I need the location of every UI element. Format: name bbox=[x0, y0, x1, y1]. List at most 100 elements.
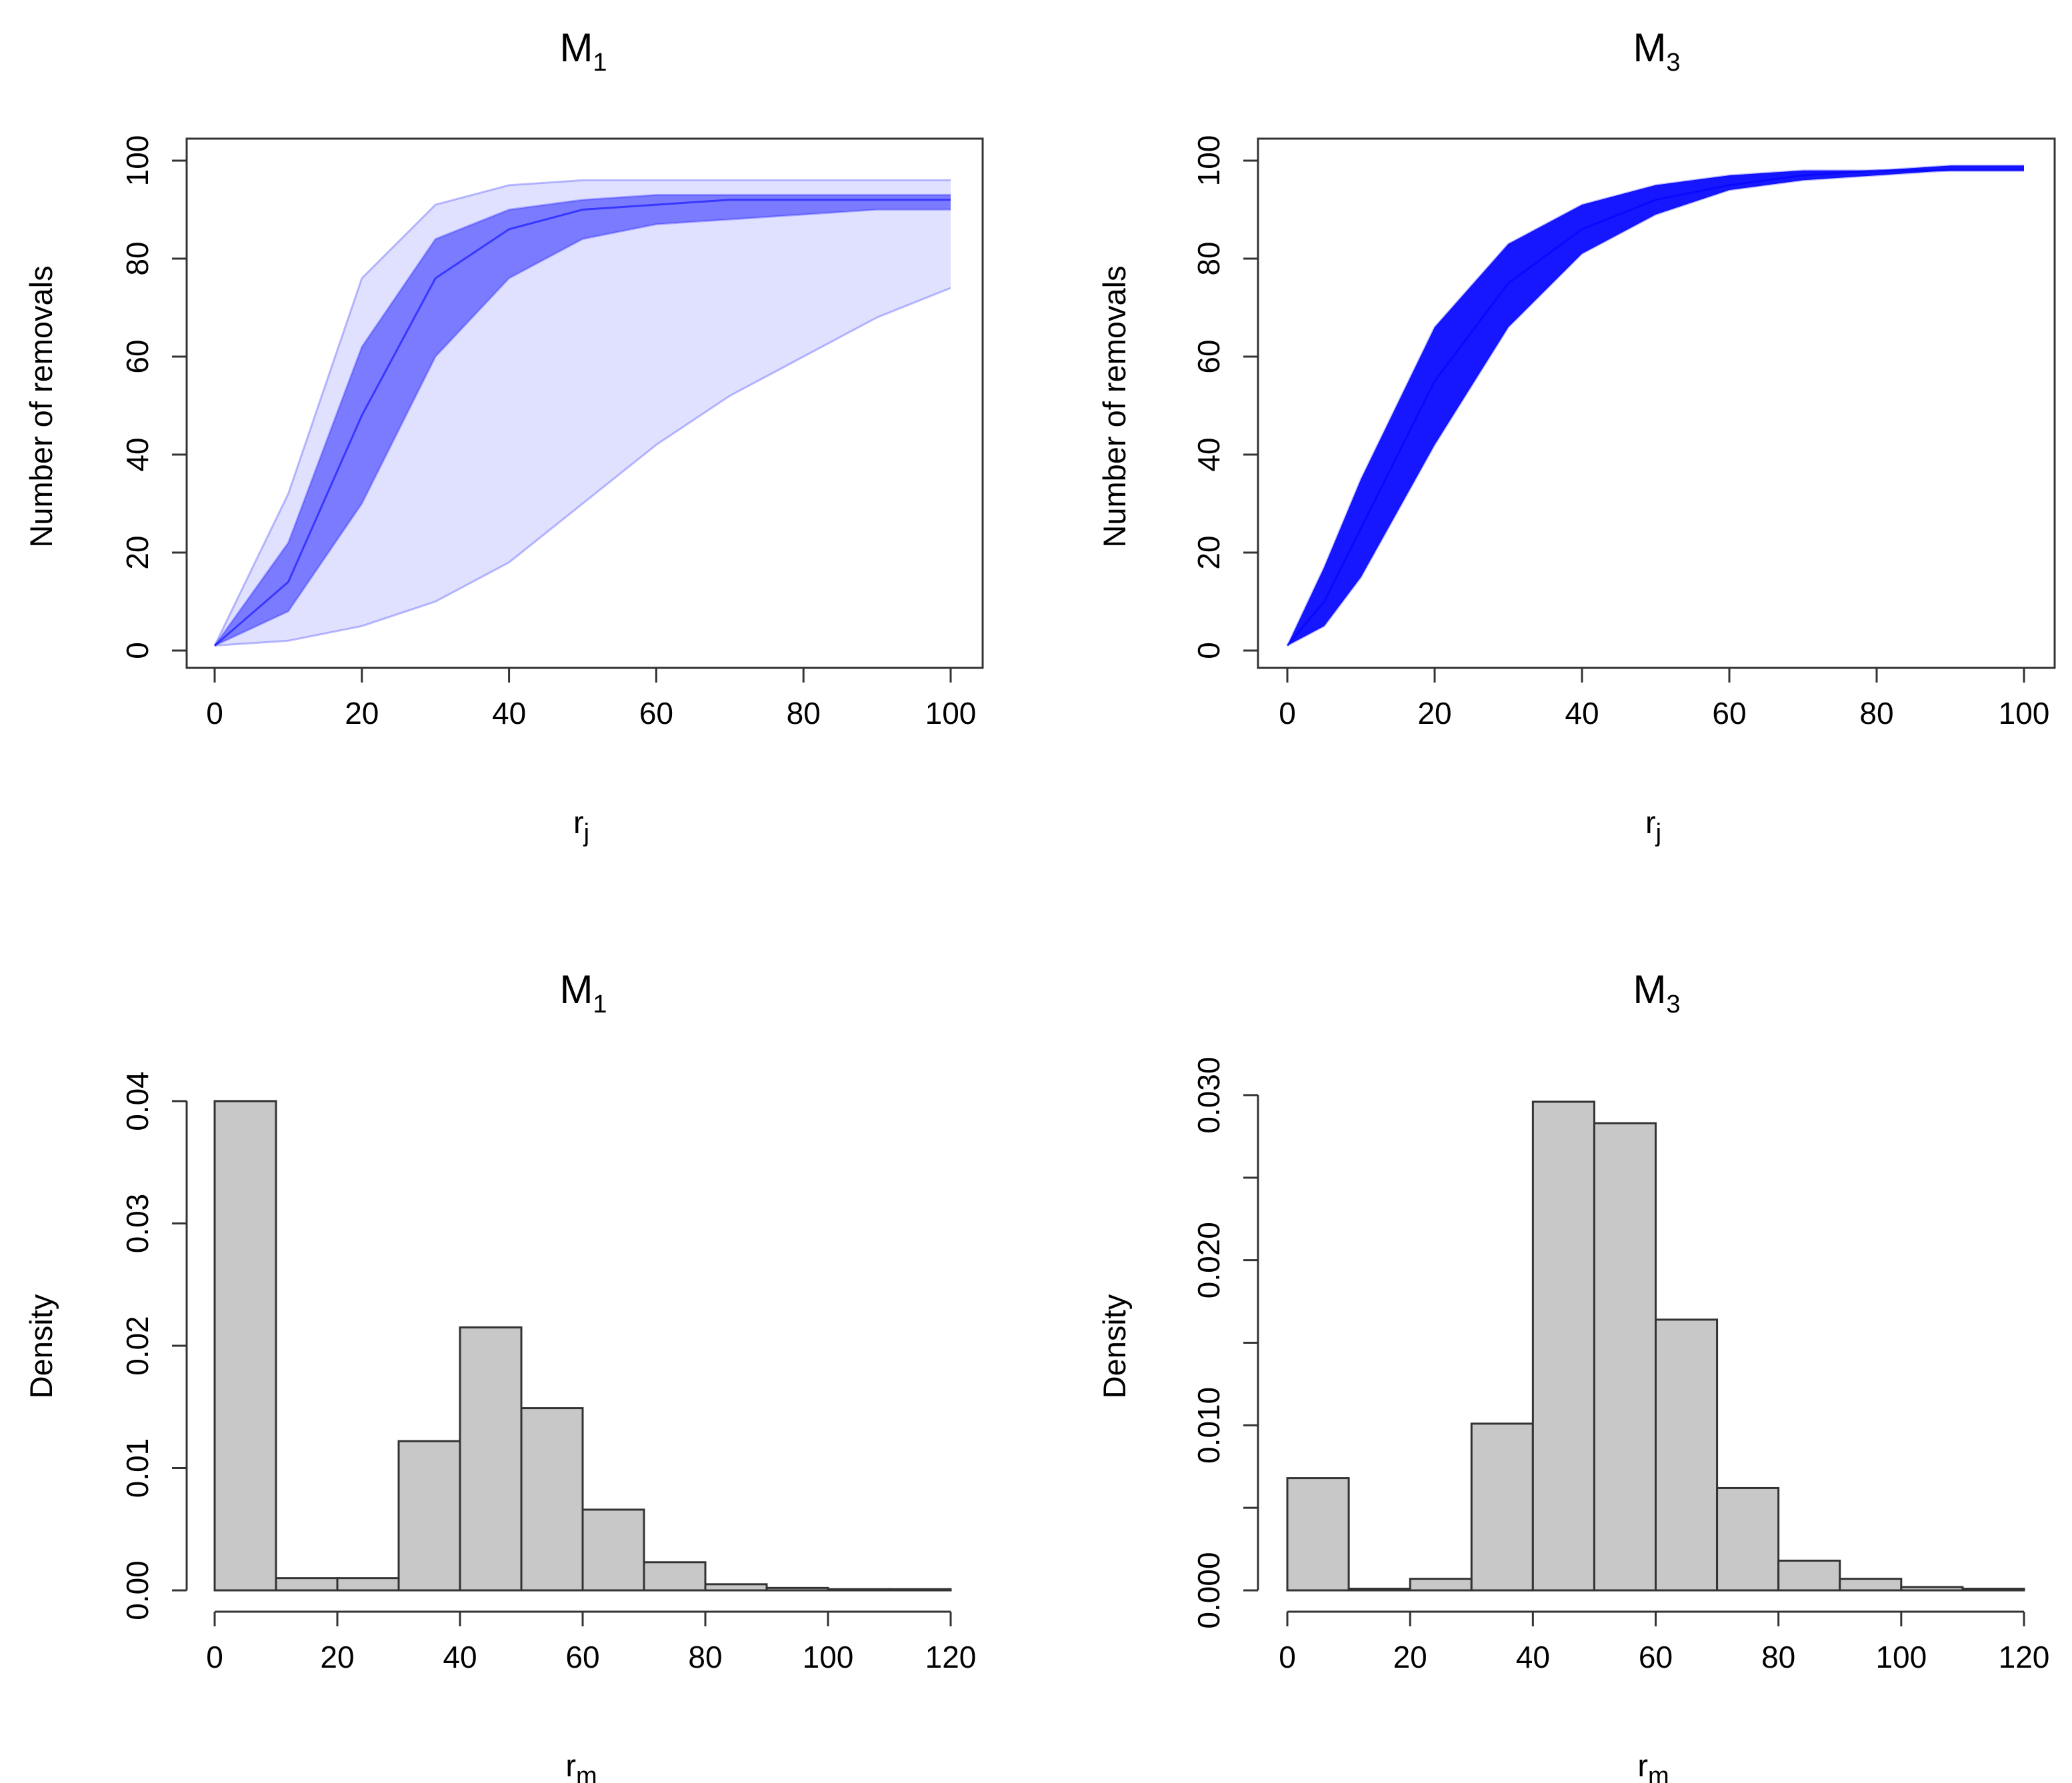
bars bbox=[1286, 1100, 2025, 1592]
plot-box bbox=[1257, 137, 2056, 669]
band-inner bbox=[215, 195, 951, 646]
x-tick-label: 80 bbox=[787, 696, 821, 731]
chart-title-main: M bbox=[559, 967, 593, 1012]
bar bbox=[827, 1588, 891, 1592]
bar bbox=[1655, 1318, 1719, 1592]
x-axis: 0 20 40 60 80 100 bbox=[206, 667, 977, 731]
trajectories bbox=[1286, 164, 2024, 647]
panel-4: M3 rm Density 0 20 40 60 80 100 120 0.000 0.010 0.02… bbox=[1097, 967, 2049, 1783]
chart-title-subscript: 1 bbox=[593, 49, 607, 77]
x-tick-label: 100 bbox=[803, 1640, 854, 1674]
x-axis-label: rj bbox=[573, 805, 589, 847]
y-tick-label: 0.00 bbox=[120, 1560, 155, 1620]
chart-title-subscript: 3 bbox=[1666, 49, 1680, 77]
y-axis-label: Number of removals bbox=[1097, 265, 1132, 547]
bar bbox=[1470, 1422, 1534, 1592]
x-tick-label: 40 bbox=[443, 1640, 477, 1674]
x-axis-label-main: r bbox=[573, 805, 584, 840]
chart-title: M1 bbox=[559, 967, 607, 1018]
bar bbox=[1777, 1559, 1841, 1592]
y-tick-label: 0.030 bbox=[1191, 1056, 1226, 1133]
bar bbox=[581, 1508, 645, 1592]
bar bbox=[1716, 1486, 1780, 1592]
x-axis-label: rm bbox=[1637, 1748, 1669, 1783]
series-median bbox=[1286, 169, 2024, 647]
bar bbox=[765, 1586, 829, 1592]
bar bbox=[1286, 1477, 1350, 1592]
x-tick-label: 60 bbox=[1639, 1640, 1673, 1674]
band-outer bbox=[215, 180, 951, 646]
series-upper-envelope bbox=[213, 179, 951, 647]
y-tick-label: 20 bbox=[1191, 535, 1226, 569]
x-tick-label: 100 bbox=[1999, 696, 2050, 731]
bar bbox=[888, 1588, 952, 1592]
y-tick-label: 40 bbox=[120, 437, 155, 471]
y-tick-label: 0 bbox=[1191, 642, 1226, 659]
x-tick-label: 100 bbox=[925, 696, 977, 731]
bar bbox=[1593, 1122, 1657, 1592]
x-axis-label-subscript: j bbox=[583, 819, 589, 847]
bar bbox=[1347, 1588, 1411, 1592]
y-tick-label: 0.020 bbox=[1191, 1222, 1226, 1298]
bar bbox=[1839, 1578, 1903, 1592]
x-tick-label: 40 bbox=[1565, 696, 1599, 731]
bar bbox=[643, 1561, 707, 1592]
y-axis: 0.00 0.01 0.02 0.03 0.04 bbox=[120, 1071, 188, 1620]
band-inner bbox=[1287, 165, 2024, 646]
bar bbox=[1409, 1578, 1473, 1592]
x-tick-label: 100 bbox=[1875, 1640, 1927, 1674]
y-tick-label: 80 bbox=[120, 241, 155, 275]
x-axis-label-main: r bbox=[1645, 805, 1656, 840]
y-tick-label: 0.02 bbox=[120, 1316, 155, 1376]
series-lower-envelope bbox=[214, 287, 951, 647]
x-tick-label: 80 bbox=[1761, 1640, 1795, 1674]
x-axis-label-subscript: m bbox=[576, 1762, 597, 1783]
x-tick-label: 60 bbox=[1712, 696, 1746, 731]
x-tick-label: 0 bbox=[206, 696, 223, 731]
chart-title-subscript: 1 bbox=[593, 990, 607, 1018]
x-tick-label: 0 bbox=[1279, 1640, 1296, 1674]
series-median bbox=[214, 199, 951, 647]
x-axis-label-subscript: j bbox=[1655, 819, 1661, 847]
x-axis: 0 20 40 60 80 100 120 bbox=[1279, 1610, 2050, 1674]
x-tick-label: 120 bbox=[925, 1640, 977, 1674]
x-axis: 0 20 40 60 80 100 bbox=[1279, 667, 2050, 731]
x-tick-label: 20 bbox=[345, 696, 379, 731]
x-tick-label: 120 bbox=[1999, 1640, 2050, 1674]
y-axis: 0 20 40 60 80 100 bbox=[1191, 135, 1259, 659]
bar bbox=[1961, 1588, 2025, 1592]
y-axis-label: Density bbox=[1097, 1294, 1132, 1398]
y-tick-label: 60 bbox=[120, 339, 155, 373]
chart-title: M1 bbox=[559, 25, 607, 77]
chart-title-main: M bbox=[1633, 25, 1666, 70]
y-tick-label: 0.000 bbox=[1191, 1552, 1226, 1628]
y-tick-label: 0 bbox=[120, 642, 155, 659]
chart-title: M3 bbox=[1633, 25, 1680, 77]
bar bbox=[397, 1440, 461, 1592]
x-tick-label: 40 bbox=[492, 696, 526, 731]
x-axis-label: rj bbox=[1645, 805, 1661, 847]
chart-title-subscript: 3 bbox=[1666, 990, 1680, 1018]
bar bbox=[336, 1577, 400, 1592]
x-axis-label: rm bbox=[565, 1748, 597, 1783]
y-axis: 0 20 40 60 80 100 bbox=[120, 135, 188, 659]
x-tick-label: 0 bbox=[1279, 696, 1296, 731]
x-tick-label: 80 bbox=[1859, 696, 1893, 731]
bar bbox=[1900, 1586, 1964, 1592]
y-tick-label: 60 bbox=[1191, 339, 1226, 373]
x-tick-label: 40 bbox=[1516, 1640, 1550, 1674]
panel-1: M1 rj Number of removals 0 20 40 60 80 100 0 20 40 6… bbox=[23, 25, 984, 847]
x-tick-label: 60 bbox=[565, 1640, 599, 1674]
x-tick-label: 0 bbox=[206, 1640, 223, 1674]
y-tick-label: 40 bbox=[1191, 437, 1226, 471]
x-axis: 0 20 40 60 80 100 120 bbox=[206, 1610, 977, 1674]
y-axis-label: Density bbox=[23, 1294, 59, 1398]
chart-title-main: M bbox=[1633, 967, 1666, 1012]
chart-title-main: M bbox=[559, 25, 593, 70]
y-axis: 0.000 0.010 0.020 0.030 bbox=[1191, 1056, 1259, 1629]
bars bbox=[213, 1100, 952, 1592]
x-tick-label: 80 bbox=[688, 1640, 722, 1674]
bar bbox=[459, 1326, 523, 1592]
